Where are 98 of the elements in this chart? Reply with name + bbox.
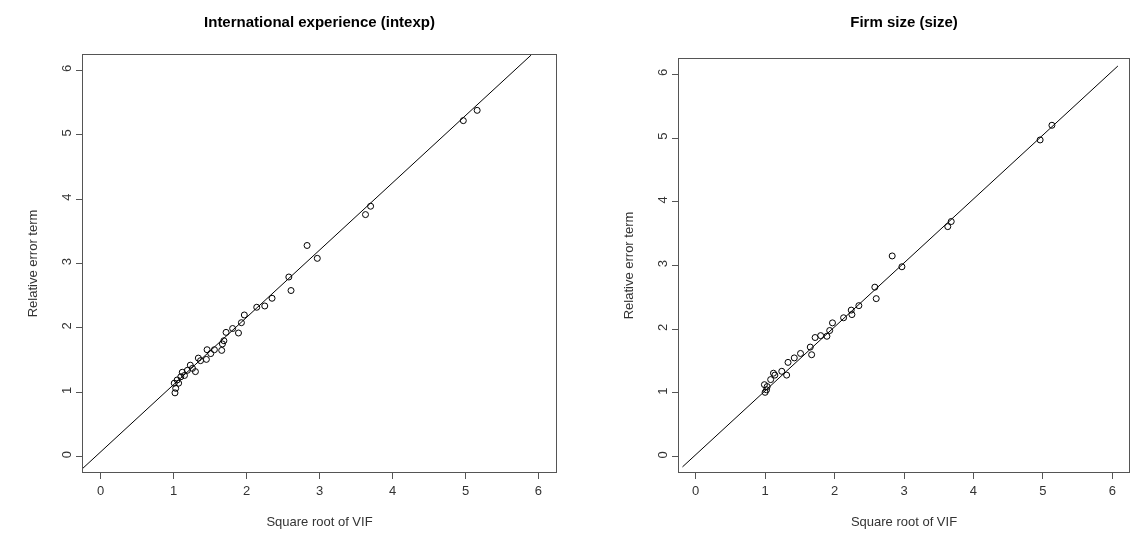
point bbox=[268, 294, 276, 302]
point bbox=[826, 327, 834, 335]
point bbox=[1048, 121, 1056, 129]
point bbox=[175, 379, 183, 387]
point bbox=[784, 358, 792, 366]
point bbox=[303, 241, 311, 249]
point bbox=[811, 334, 819, 342]
point bbox=[180, 371, 188, 379]
point bbox=[171, 389, 179, 397]
x-tick-label: 4 bbox=[388, 482, 397, 498]
point bbox=[197, 357, 205, 365]
x-axis-title: Square root of VIF bbox=[850, 514, 958, 530]
y-axis-title: Relative error term bbox=[24, 209, 40, 318]
y-tick-label: 6 bbox=[654, 68, 670, 76]
y-tick-label: 0 bbox=[654, 451, 670, 459]
point bbox=[170, 379, 178, 387]
x-tick-label: 3 bbox=[315, 482, 324, 498]
point bbox=[840, 314, 848, 322]
point bbox=[203, 346, 211, 354]
point bbox=[207, 350, 215, 358]
y-tick-label: 1 bbox=[58, 386, 74, 394]
point bbox=[229, 325, 237, 332]
point bbox=[790, 354, 798, 362]
y-tick-label: 1 bbox=[654, 387, 670, 395]
point bbox=[177, 373, 185, 381]
y-axis-title: Relative error term bbox=[620, 211, 636, 320]
point bbox=[361, 211, 369, 219]
x-axis-title: Square root of VIF bbox=[266, 514, 373, 530]
point bbox=[240, 311, 248, 319]
point bbox=[202, 355, 210, 363]
point bbox=[767, 376, 775, 384]
chart-title: Firm size (size) bbox=[850, 13, 958, 31]
y-tick-label: 3 bbox=[58, 257, 74, 266]
point bbox=[847, 306, 855, 314]
y-tick-label: 2 bbox=[654, 323, 670, 331]
x-tick-label: 2 bbox=[242, 482, 251, 498]
point bbox=[285, 273, 293, 281]
point bbox=[234, 329, 242, 337]
point bbox=[855, 302, 863, 310]
point bbox=[872, 295, 880, 303]
x-tick-label: 6 bbox=[1108, 482, 1116, 498]
point bbox=[210, 346, 218, 354]
x-tick-label: 0 bbox=[96, 482, 105, 498]
y-tick-label: 2 bbox=[58, 322, 74, 330]
point bbox=[947, 218, 955, 226]
point bbox=[313, 254, 321, 262]
point bbox=[367, 202, 375, 210]
point bbox=[1036, 136, 1044, 144]
point bbox=[898, 263, 906, 271]
x-tick-label: 0 bbox=[692, 482, 700, 498]
point bbox=[871, 283, 879, 291]
point bbox=[237, 319, 245, 327]
point bbox=[222, 328, 230, 336]
point bbox=[817, 332, 825, 340]
y-tick-label: 5 bbox=[654, 132, 670, 140]
x-tick-label: 5 bbox=[461, 482, 470, 498]
point bbox=[172, 384, 180, 392]
y-tick-label: 5 bbox=[58, 129, 74, 137]
point bbox=[778, 367, 786, 375]
point bbox=[760, 381, 768, 389]
y-tick-label: 0 bbox=[58, 450, 74, 459]
point bbox=[806, 343, 814, 351]
point bbox=[191, 368, 199, 376]
x-tick-label: 1 bbox=[761, 482, 769, 498]
point bbox=[218, 340, 226, 348]
point bbox=[188, 364, 196, 372]
x-tick-label: 3 bbox=[900, 482, 908, 498]
point bbox=[178, 368, 186, 376]
point bbox=[261, 302, 269, 310]
x-tick-label: 5 bbox=[1039, 482, 1047, 498]
x-tick-label: 4 bbox=[969, 482, 978, 498]
point bbox=[944, 223, 952, 231]
chart-title: International experience (intexp) bbox=[204, 13, 435, 31]
y-tick-label: 4 bbox=[58, 193, 74, 201]
point bbox=[218, 346, 226, 354]
y-tick-label: 6 bbox=[58, 64, 74, 73]
point bbox=[823, 332, 831, 340]
point bbox=[220, 337, 228, 345]
point bbox=[173, 376, 181, 384]
point bbox=[183, 366, 191, 374]
x-tick-label: 2 bbox=[830, 482, 839, 498]
point bbox=[473, 106, 481, 114]
point bbox=[828, 319, 836, 327]
x-tick-label: 6 bbox=[534, 482, 543, 498]
point bbox=[783, 371, 791, 379]
point bbox=[253, 303, 261, 311]
point bbox=[186, 361, 194, 369]
point bbox=[848, 311, 856, 319]
point bbox=[888, 252, 896, 260]
point bbox=[808, 351, 816, 359]
point bbox=[763, 383, 771, 391]
point bbox=[287, 287, 295, 295]
point bbox=[459, 117, 467, 125]
point bbox=[194, 354, 202, 362]
x-tick-label: 1 bbox=[169, 482, 178, 498]
point bbox=[797, 349, 805, 357]
y-tick-label: 4 bbox=[654, 196, 670, 204]
y-tick-label: 3 bbox=[654, 259, 670, 268]
